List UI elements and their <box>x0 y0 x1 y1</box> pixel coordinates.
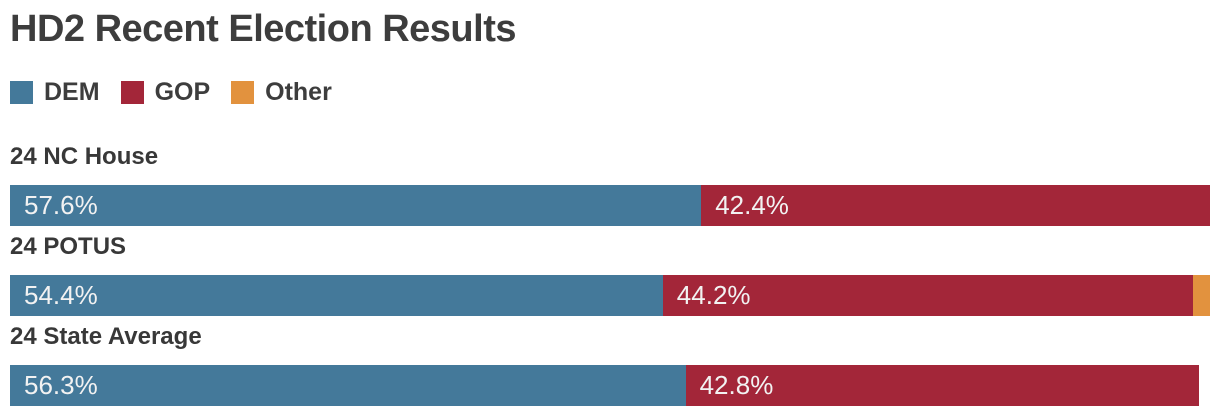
stacked-bar: 56.3% 42.8% <box>10 365 1210 406</box>
chart-legend: DEM GOP Other <box>10 77 1210 107</box>
bar-segment-gop: 42.8% <box>685 365 1200 406</box>
stacked-bar: 57.6% 42.4% <box>10 185 1210 226</box>
dem-color-swatch-icon <box>10 80 33 104</box>
chart-row-state-average: 24 State Average 56.3% 42.8% <box>10 324 1210 406</box>
legend-label-dem: DEM <box>44 77 100 106</box>
election-results-chart: HD2 Recent Election Results DEM GOP Othe… <box>10 8 1210 406</box>
category-label: 24 State Average <box>10 323 202 350</box>
bar-value-label: 56.3% <box>24 370 98 400</box>
chart-title: HD2 Recent Election Results <box>10 8 516 50</box>
bar-value-label: 42.8% <box>699 370 774 400</box>
other-color-swatch-icon <box>231 80 255 104</box>
bar-value-label: 54.4% <box>24 280 98 310</box>
bar-value-label: 42.4% <box>715 190 789 220</box>
chart-row-potus: 24 POTUS 54.4% 44.2% <box>10 234 1210 316</box>
category-label: 24 POTUS <box>10 233 127 260</box>
legend-item-dem: DEM <box>10 78 100 107</box>
bar-segment-dem: 57.6% <box>10 185 702 226</box>
bar-value-label: 44.2% <box>676 280 751 310</box>
legend-label-gop: GOP <box>154 77 211 106</box>
chart-row-nc-house: 24 NC House 57.6% 42.4% <box>10 144 1210 226</box>
stacked-bar: 54.4% 44.2% <box>10 275 1210 316</box>
category-label: 24 NC House <box>10 143 159 170</box>
legend-item-gop: GOP <box>120 77 211 107</box>
gop-color-swatch-icon <box>120 80 144 104</box>
bar-segment-dem: 56.3% <box>10 365 686 406</box>
bar-value-label: 57.6% <box>24 190 98 220</box>
legend-item-other: Other <box>231 78 332 107</box>
bar-segment-gop: 44.2% <box>662 275 1194 316</box>
bar-segment-gop: 42.4% <box>701 185 1210 226</box>
bar-segment-dem: 54.4% <box>10 275 663 316</box>
legend-label-other: Other <box>265 77 332 106</box>
bar-segment-other <box>1193 275 1210 316</box>
chart-rows: 24 NC House 57.6% 42.4% 24 POTUS 54.4% 4… <box>10 144 1210 406</box>
